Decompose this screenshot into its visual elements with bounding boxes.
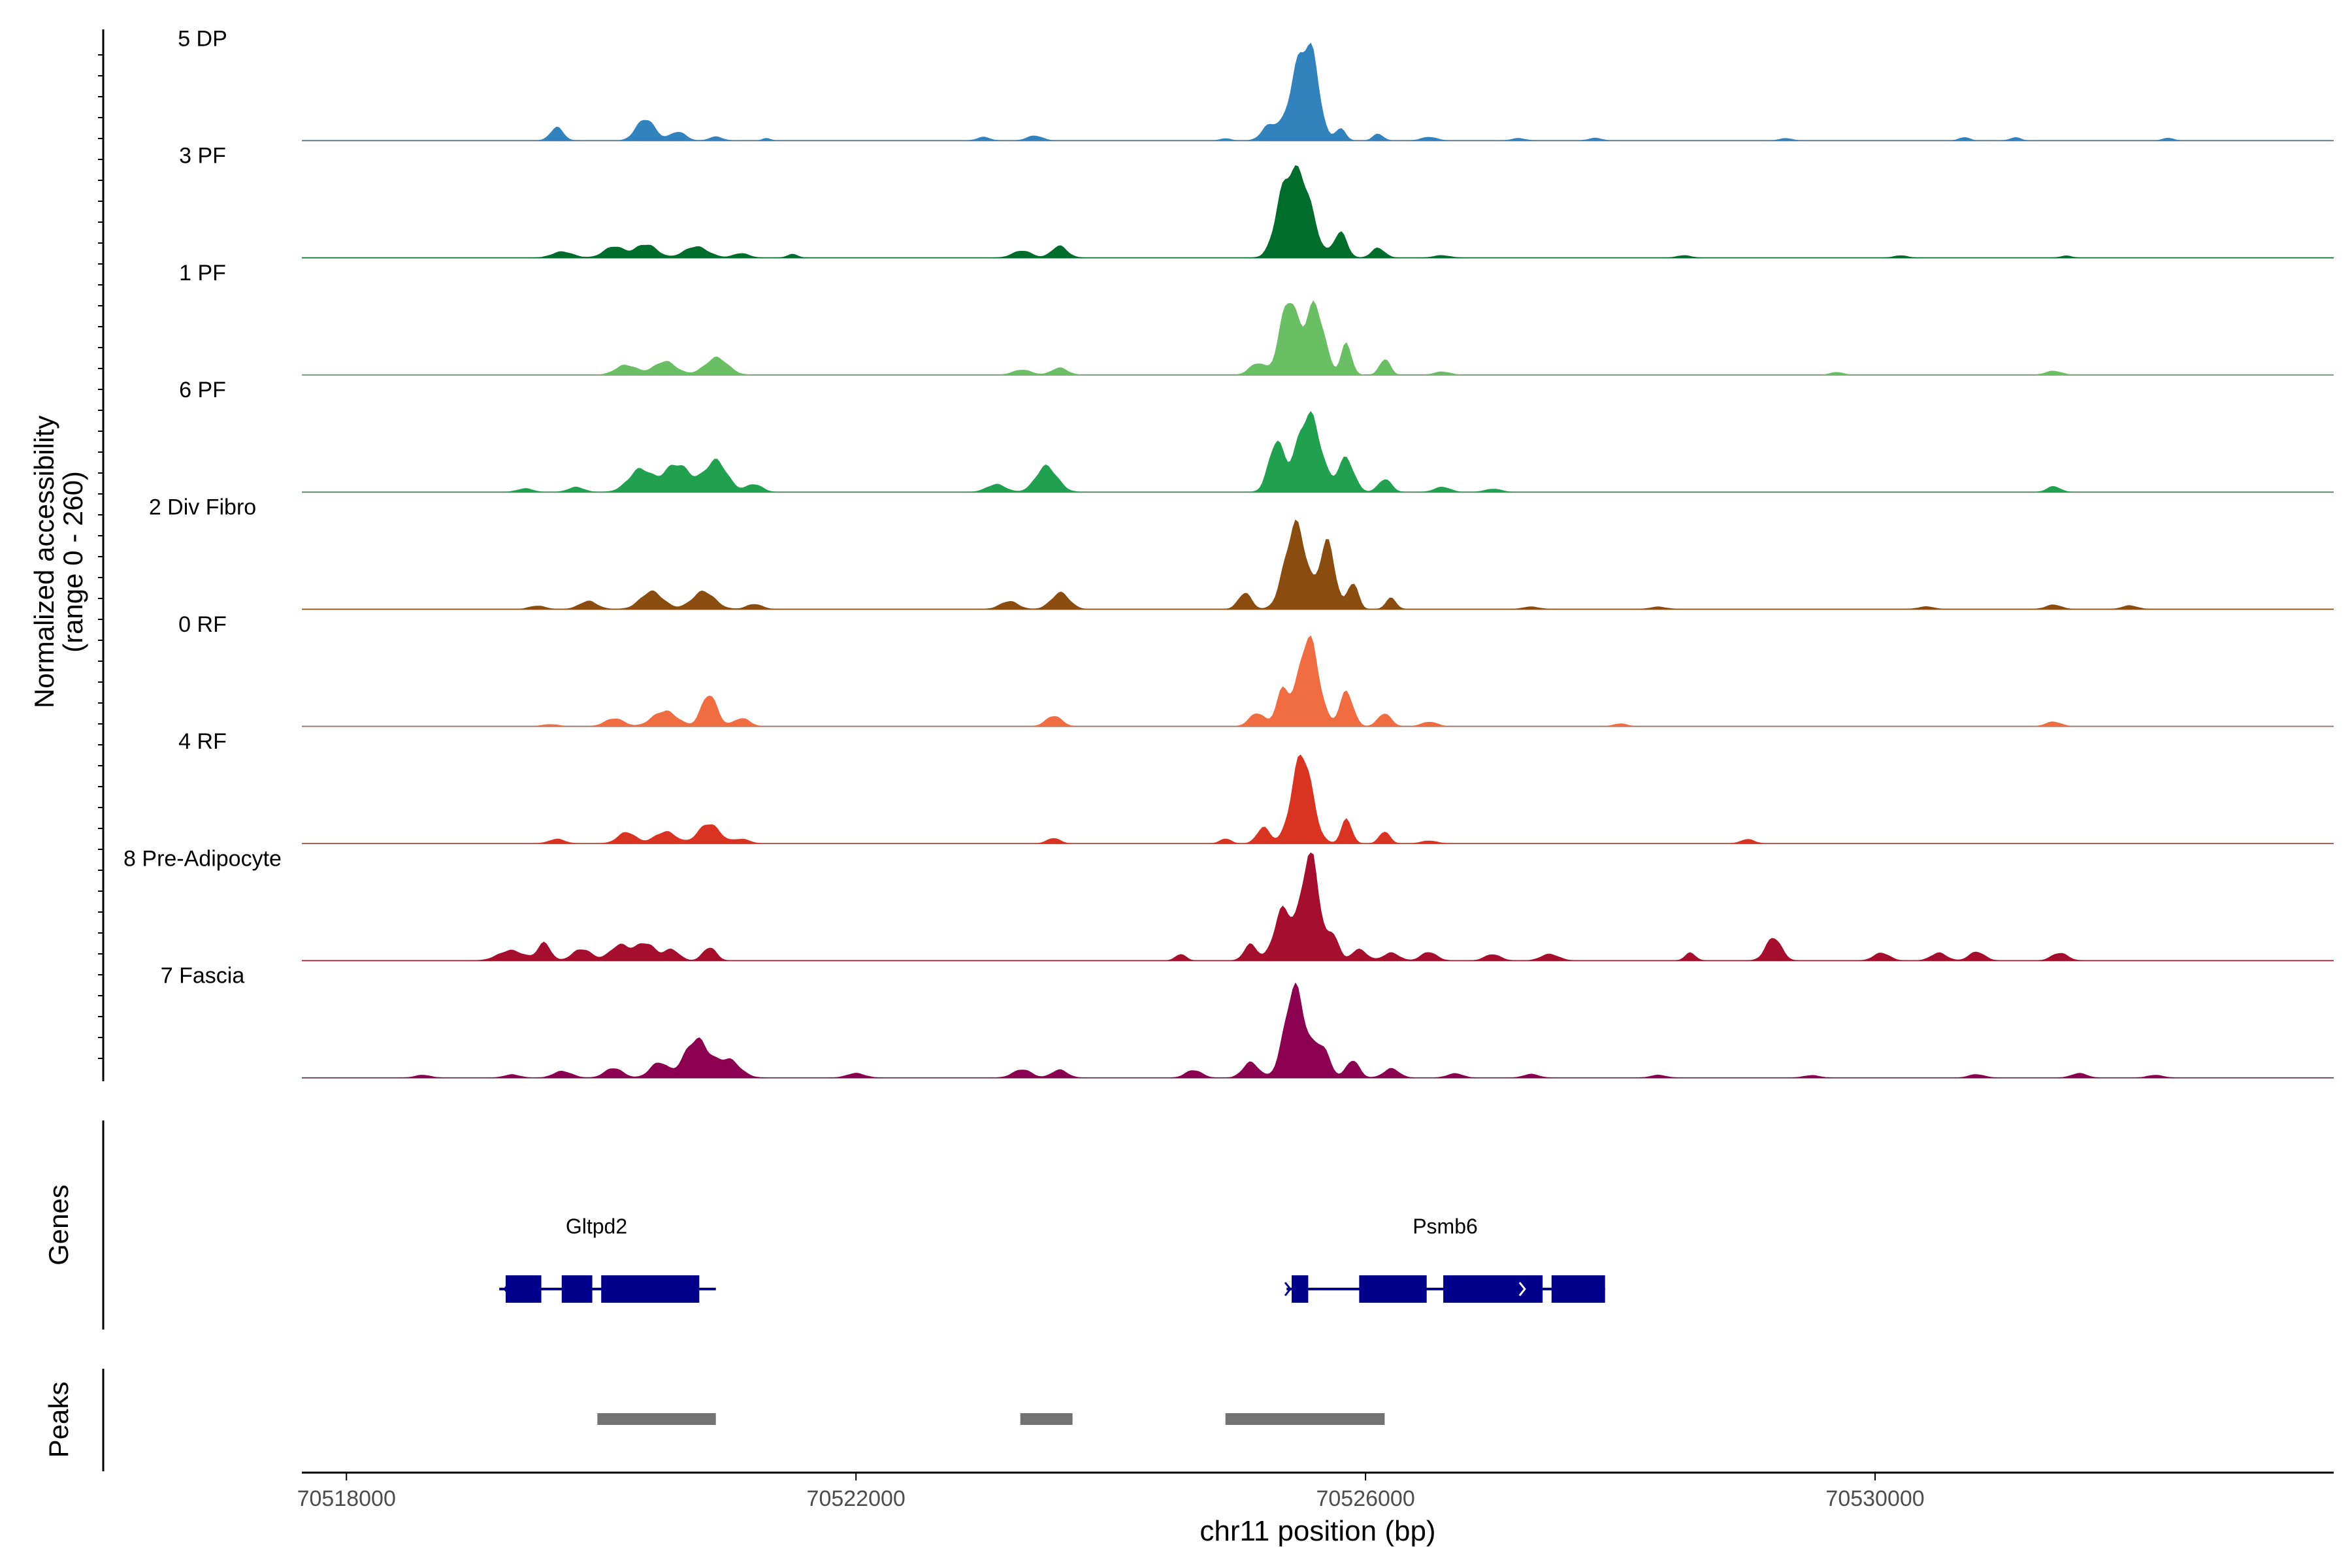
gene-exon xyxy=(561,1275,593,1303)
x-tick-label: 70530000 xyxy=(1825,1486,1924,1511)
track-2-div-fibro: 2 Div Fibro xyxy=(149,495,2334,610)
coverage-area xyxy=(302,852,2334,961)
gene-exon xyxy=(1551,1275,1605,1303)
peaks-panel-label: Peaks xyxy=(43,1382,74,1458)
gene-models: Gltpd2 Psmb6 xyxy=(499,1215,1605,1303)
track-1-pf: 1 PF xyxy=(179,261,2334,376)
peak-region-bars xyxy=(597,1413,1385,1425)
coverage-area xyxy=(302,982,2334,1079)
gene-exon xyxy=(1359,1275,1427,1303)
track-5-dp: 5 DP xyxy=(178,26,2334,142)
coverage-area xyxy=(302,519,2334,610)
track-6-pf: 6 PF xyxy=(179,378,2334,493)
gene-psmb6: Psmb6 xyxy=(1284,1215,1605,1303)
coverage-area xyxy=(302,635,2334,727)
x-tick-label: 70526000 xyxy=(1316,1486,1414,1511)
track-label: 7 Fascia xyxy=(161,964,245,988)
genes-panel: Genes Gltpd2 Psmb6 xyxy=(43,1120,1605,1330)
x-axis-ticks: 70518000 70522000 70526000 70530000 xyxy=(297,1473,1925,1511)
y-axis-title: Normalized accessibility xyxy=(29,416,59,708)
track-0-rf: 0 RF xyxy=(178,612,2334,727)
track-label: 6 PF xyxy=(179,378,226,402)
y-axis-range-label: (range 0 - 260) xyxy=(57,471,88,653)
track-label: 8 Pre-Adipocyte xyxy=(123,846,282,871)
coverage-area xyxy=(302,754,2334,844)
track-label: 2 Div Fibro xyxy=(149,495,256,520)
track-4-rf: 4 RF xyxy=(178,729,2334,845)
peaks-panel: Peaks xyxy=(43,1369,1385,1471)
gene-label: Psmb6 xyxy=(1413,1215,1478,1238)
x-tick-label: 70522000 xyxy=(807,1486,906,1511)
coverage-area xyxy=(302,300,2334,376)
x-tick-label: 70518000 xyxy=(297,1486,396,1511)
track-label: 5 DP xyxy=(178,26,227,51)
peak-region-bar xyxy=(1225,1413,1385,1425)
genes-panel-label: Genes xyxy=(43,1184,74,1266)
track-8-pre-adipocyte: 8 Pre-Adipocyte xyxy=(123,846,2334,962)
gene-exon xyxy=(1443,1275,1543,1303)
peak-region-bar xyxy=(597,1413,716,1425)
gene-gltpd2: Gltpd2 xyxy=(499,1215,716,1303)
gene-label: Gltpd2 xyxy=(566,1215,627,1238)
coverage-area xyxy=(302,42,2334,141)
gene-exon xyxy=(505,1275,542,1303)
accessibility-left-axis xyxy=(98,29,105,1081)
gene-exon xyxy=(1292,1275,1309,1303)
track-label: 4 RF xyxy=(178,729,227,754)
x-axis-title: chr11 position (bp) xyxy=(1200,1515,1435,1547)
gene-exon xyxy=(601,1275,700,1303)
track-3-pf: 3 PF xyxy=(179,144,2334,259)
track-label: 0 RF xyxy=(178,612,227,637)
peak-region-bar xyxy=(1020,1413,1073,1425)
x-axis: 70518000 70522000 70526000 70530000 chr11 p… xyxy=(297,1471,2334,1547)
coverage-tracks: 5 DP 3 PF 1 PF 6 PF 2 Div Fibro 0 RF 4 RF 8 Pre… xyxy=(123,26,2334,1079)
track-7-fascia: 7 Fascia xyxy=(161,964,2334,1079)
coverage-area xyxy=(302,411,2334,493)
strand-arrow-icon xyxy=(1284,1282,1292,1296)
strand-arrow-icon xyxy=(1518,1282,1526,1296)
coverage-area xyxy=(302,165,2334,259)
track-label: 3 PF xyxy=(179,144,226,169)
track-label: 1 PF xyxy=(179,261,226,286)
strand-arrow-icon xyxy=(503,1282,511,1296)
